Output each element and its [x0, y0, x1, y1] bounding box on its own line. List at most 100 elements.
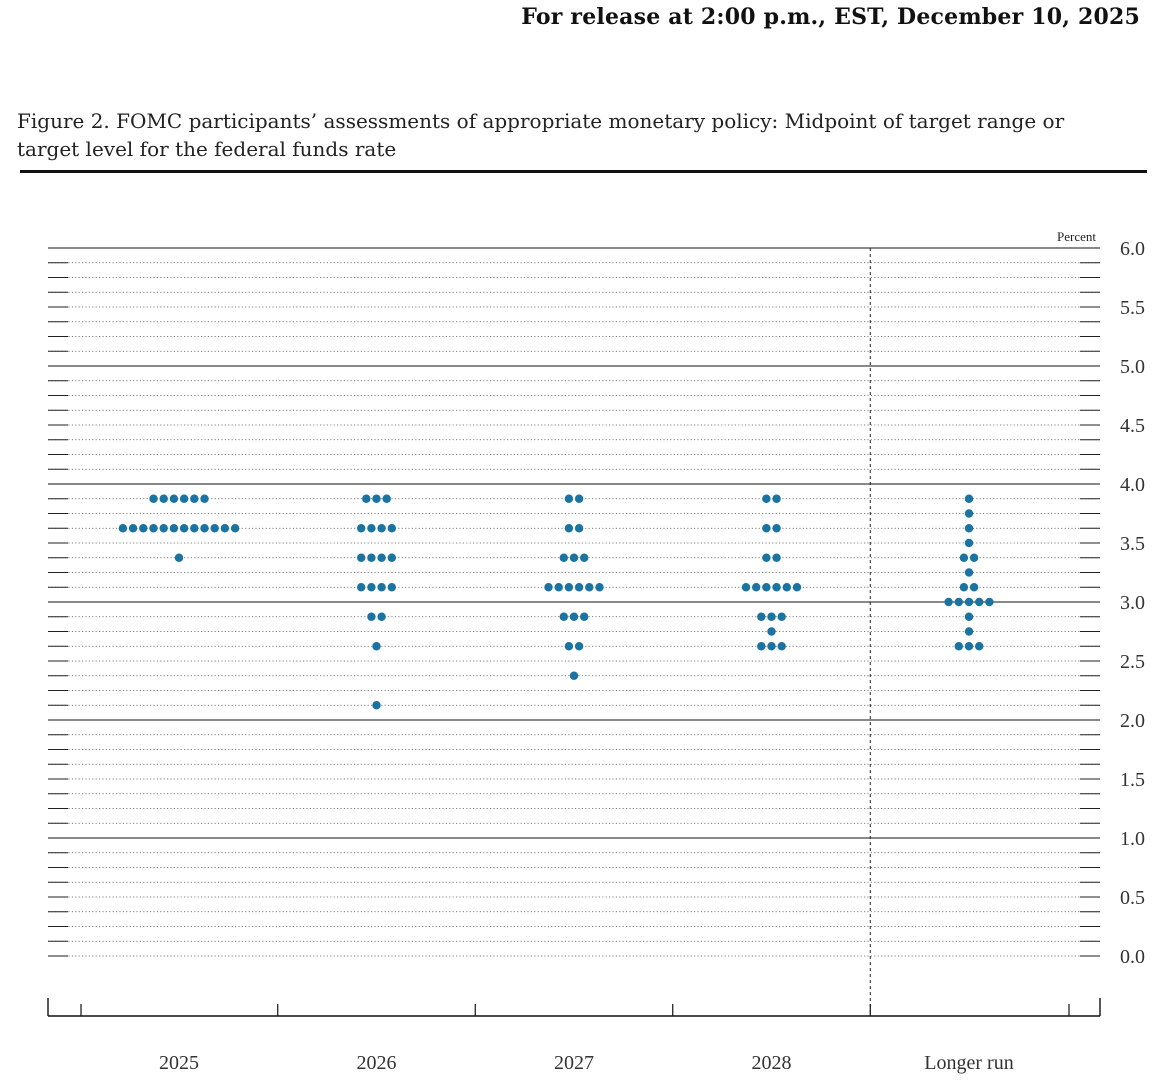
- participant-dot: [210, 524, 219, 533]
- participant-dot: [569, 671, 579, 680]
- participant-dot: [574, 642, 584, 651]
- participant-dot: [580, 553, 589, 562]
- participant-dot: [954, 642, 963, 651]
- participant-dot: [969, 583, 979, 592]
- y-tick-label: 3.5: [1120, 533, 1145, 555]
- participant-dot: [741, 583, 751, 592]
- axis-frame: [47, 248, 1101, 1017]
- participant-dot: [220, 524, 230, 533]
- participant-dot: [118, 524, 128, 533]
- participant-dot: [782, 583, 791, 592]
- participant-dot: [362, 494, 371, 503]
- participant-dot: [574, 494, 584, 503]
- dots: [118, 494, 994, 710]
- participant-dot: [964, 494, 974, 503]
- participant-dot: [964, 627, 974, 636]
- participant-dot: [564, 583, 574, 592]
- participant-dot: [574, 524, 584, 533]
- participant-dot: [139, 524, 148, 533]
- y-tick-label: 1.0: [1120, 828, 1145, 850]
- y-tick-label: 5.5: [1120, 297, 1145, 319]
- participant-dot: [964, 642, 974, 651]
- participant-dot: [387, 524, 396, 533]
- participant-dot: [200, 524, 209, 533]
- participant-dot: [762, 524, 771, 533]
- x-category-label: 2026: [357, 1052, 397, 1074]
- participant-dot: [367, 583, 376, 592]
- participant-dot: [200, 494, 209, 503]
- participant-dot: [985, 597, 994, 607]
- participant-dot: [569, 612, 579, 621]
- participant-dot: [387, 583, 396, 592]
- participant-dot: [959, 583, 969, 592]
- participant-dot: [357, 583, 366, 592]
- participant-dot: [762, 583, 771, 592]
- participant-dot: [772, 583, 781, 592]
- participant-dot: [585, 583, 594, 592]
- participant-dot: [792, 583, 802, 592]
- participant-dot: [944, 597, 953, 607]
- participant-dot: [757, 642, 766, 651]
- axis-labels: Percent 0.0 0.5 1.0 1.5 2.0 2.5 3.0 3.5 4.0 4.5 5.…: [159, 229, 1145, 1074]
- participant-dot: [372, 642, 381, 651]
- y-tick-label: 6.0: [1120, 238, 1145, 260]
- participant-dot: [169, 494, 179, 503]
- participant-dot: [964, 524, 974, 533]
- participant-dot: [969, 553, 979, 562]
- participant-dot: [954, 597, 963, 607]
- participant-dot: [377, 524, 386, 533]
- participant-dot: [372, 494, 381, 503]
- x-category-label: Longer run: [924, 1052, 1013, 1074]
- participant-dot: [179, 494, 189, 503]
- participant-dot: [964, 509, 974, 518]
- participant-dot: [767, 627, 776, 636]
- participant-dot: [159, 524, 168, 533]
- participant-dot: [559, 612, 568, 621]
- y-tick-label: 0.5: [1120, 887, 1145, 909]
- y-tick-label: 5.0: [1120, 356, 1145, 378]
- participant-dot: [377, 553, 386, 562]
- participant-dot: [752, 583, 761, 592]
- participant-dot: [149, 494, 158, 503]
- participant-dot: [149, 524, 158, 533]
- participant-dot: [757, 612, 766, 621]
- participant-dot: [357, 524, 366, 533]
- participant-dot: [975, 597, 984, 607]
- participant-dot: [159, 494, 168, 503]
- participant-dot: [777, 612, 786, 621]
- participant-dot: [569, 553, 579, 562]
- participant-dot: [554, 583, 563, 592]
- participant-dot: [367, 612, 376, 621]
- figure-title: Figure 2. FOMC participants’ assessments…: [17, 109, 1065, 161]
- participant-dot: [574, 583, 584, 592]
- y-tick-label: 2.5: [1120, 651, 1145, 673]
- participant-dot: [564, 494, 574, 503]
- participant-dot: [767, 612, 776, 621]
- y-tick-label: 2.0: [1120, 710, 1145, 732]
- participant-dot: [169, 524, 179, 533]
- participant-dot: [190, 524, 199, 533]
- participant-dot: [377, 612, 386, 621]
- participant-dot: [964, 568, 974, 577]
- participant-dot: [777, 642, 786, 651]
- participant-dot: [190, 494, 199, 503]
- title-rule: [20, 170, 1147, 173]
- participant-dot: [975, 642, 984, 651]
- y-tick-label: 4.0: [1120, 474, 1145, 496]
- participant-dot: [377, 583, 386, 592]
- y-tick-label: 0.0: [1120, 946, 1145, 968]
- participant-dot: [367, 524, 376, 533]
- participant-dot: [964, 538, 974, 548]
- y-axis-unit-label: Percent: [1057, 229, 1096, 244]
- participant-dot: [964, 612, 974, 621]
- y-tick-label: 4.5: [1120, 415, 1145, 437]
- participant-dot: [580, 612, 589, 621]
- y-tick-label: 3.0: [1120, 592, 1145, 614]
- participant-dot: [772, 494, 781, 503]
- participant-dot: [230, 524, 240, 533]
- participant-dot: [772, 553, 781, 562]
- x-category-label: 2025: [159, 1052, 199, 1074]
- participant-dot: [128, 524, 138, 533]
- participant-dot: [564, 642, 574, 651]
